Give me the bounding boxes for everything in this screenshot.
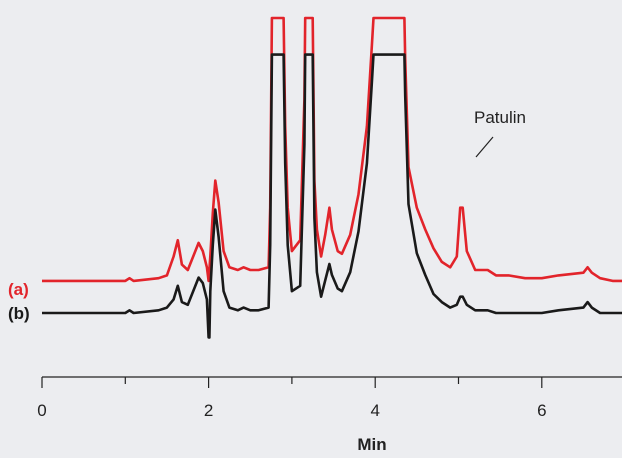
x-tick-label: 2 <box>204 401 213 420</box>
series-label-b: (b) <box>8 304 30 323</box>
x-axis-ticks: 0 2 4 6 <box>37 377 547 420</box>
x-tick-label: 0 <box>37 401 46 420</box>
series-line-b <box>42 53 622 339</box>
series-label-a: (a) <box>8 280 29 299</box>
x-tick-label: 6 <box>537 401 546 420</box>
series-line-a <box>42 16 622 283</box>
patulin-annotation: Patulin <box>474 108 526 158</box>
x-axis: 0 2 4 6 Min <box>37 376 622 454</box>
patulin-label: Patulin <box>474 108 526 127</box>
series-group <box>42 16 622 339</box>
patulin-leader-line <box>475 136 494 158</box>
x-tick-label: 4 <box>370 401 379 420</box>
x-axis-title: Min <box>357 435 386 454</box>
series-labels: (a) (b) <box>8 280 30 323</box>
